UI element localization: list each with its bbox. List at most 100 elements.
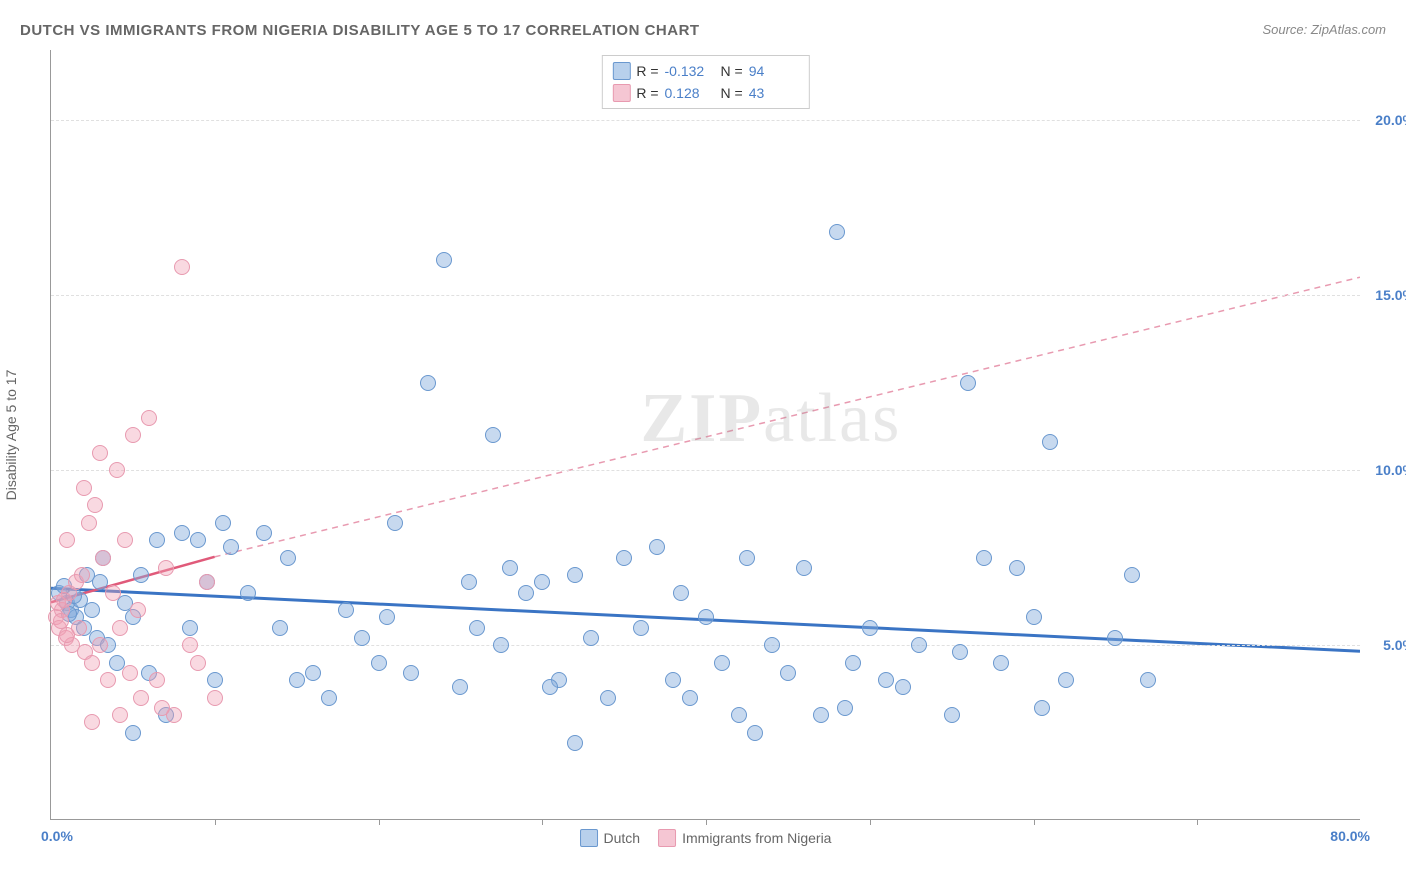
gridline-h — [51, 470, 1360, 471]
scatter-point-dutch — [1140, 672, 1156, 688]
scatter-point-dutch — [223, 539, 239, 555]
scatter-point-nigeria — [59, 532, 75, 548]
scatter-point-nigeria — [182, 637, 198, 653]
scatter-point-dutch — [338, 602, 354, 618]
scatter-point-dutch — [379, 609, 395, 625]
scatter-point-dutch — [1124, 567, 1140, 583]
scatter-point-nigeria — [207, 690, 223, 706]
scatter-point-nigeria — [199, 574, 215, 590]
scatter-point-nigeria — [95, 550, 111, 566]
scatter-point-dutch — [420, 375, 436, 391]
y-axis-label: Disability Age 5 to 17 — [3, 369, 19, 500]
trend-lines — [51, 50, 1360, 819]
scatter-point-dutch — [952, 644, 968, 660]
x-tick — [379, 819, 380, 825]
scatter-point-dutch — [1058, 672, 1074, 688]
scatter-point-nigeria — [174, 259, 190, 275]
scatter-point-nigeria — [112, 707, 128, 723]
scatter-point-dutch — [190, 532, 206, 548]
scatter-point-dutch — [256, 525, 272, 541]
scatter-point-dutch — [976, 550, 992, 566]
scatter-point-dutch — [461, 574, 477, 590]
scatter-point-dutch — [1042, 434, 1058, 450]
scatter-point-dutch — [403, 665, 419, 681]
scatter-point-dutch — [837, 700, 853, 716]
scatter-point-nigeria — [130, 602, 146, 618]
legend-item-nigeria: Immigrants from Nigeria — [658, 829, 831, 847]
scatter-point-dutch — [813, 707, 829, 723]
scatter-point-dutch — [174, 525, 190, 541]
gridline-h — [51, 120, 1360, 121]
x-axis-end-label: 80.0% — [1330, 828, 1370, 844]
scatter-point-dutch — [289, 672, 305, 688]
scatter-point-nigeria — [105, 585, 121, 601]
scatter-point-nigeria — [76, 480, 92, 496]
x-axis-start-label: 0.0% — [41, 828, 73, 844]
scatter-point-dutch — [862, 620, 878, 636]
scatter-point-dutch — [739, 550, 755, 566]
scatter-point-nigeria — [112, 620, 128, 636]
scatter-point-dutch — [911, 637, 927, 653]
scatter-point-dutch — [633, 620, 649, 636]
scatter-point-dutch — [518, 585, 534, 601]
scatter-point-dutch — [485, 427, 501, 443]
scatter-point-nigeria — [158, 560, 174, 576]
stats-row-nigeria: R = 0.128 N = 43 — [612, 82, 798, 104]
y-tick-label: 5.0% — [1365, 637, 1406, 653]
scatter-point-nigeria — [92, 637, 108, 653]
scatter-point-dutch — [542, 679, 558, 695]
x-tick — [706, 819, 707, 825]
scatter-point-dutch — [387, 515, 403, 531]
scatter-point-dutch — [272, 620, 288, 636]
scatter-point-dutch — [567, 735, 583, 751]
scatter-point-dutch — [84, 602, 100, 618]
scatter-point-dutch — [321, 690, 337, 706]
scatter-point-dutch — [371, 655, 387, 671]
legend-swatch-icon — [612, 62, 630, 80]
scatter-point-dutch — [182, 620, 198, 636]
scatter-point-nigeria — [100, 672, 116, 688]
scatter-point-nigeria — [84, 655, 100, 671]
gridline-h — [51, 295, 1360, 296]
scatter-point-nigeria — [190, 655, 206, 671]
stats-row-dutch: R = -0.132 N = 94 — [612, 60, 798, 82]
scatter-point-dutch — [747, 725, 763, 741]
legend-swatch-icon — [658, 829, 676, 847]
scatter-point-dutch — [493, 637, 509, 653]
scatter-point-dutch — [993, 655, 1009, 671]
scatter-point-dutch — [1034, 700, 1050, 716]
scatter-point-nigeria — [117, 532, 133, 548]
scatter-point-dutch — [829, 224, 845, 240]
scatter-point-dutch — [673, 585, 689, 601]
scatter-point-dutch — [133, 567, 149, 583]
scatter-point-dutch — [895, 679, 911, 695]
scatter-point-nigeria — [109, 462, 125, 478]
scatter-point-dutch — [796, 560, 812, 576]
x-tick — [870, 819, 871, 825]
scatter-point-dutch — [149, 532, 165, 548]
chart-title: DUTCH VS IMMIGRANTS FROM NIGERIA DISABIL… — [20, 22, 700, 39]
legend-swatch-icon — [580, 829, 598, 847]
scatter-point-dutch — [1107, 630, 1123, 646]
scatter-point-dutch — [534, 574, 550, 590]
scatter-point-dutch — [960, 375, 976, 391]
source-attribution: Source: ZipAtlas.com — [1262, 22, 1386, 37]
scatter-point-nigeria — [84, 714, 100, 730]
scatter-point-dutch — [714, 655, 730, 671]
scatter-point-nigeria — [74, 567, 90, 583]
watermark: ZIPatlas — [640, 379, 901, 459]
scatter-point-dutch — [600, 690, 616, 706]
scatter-point-nigeria — [56, 592, 72, 608]
scatter-point-dutch — [780, 665, 796, 681]
scatter-point-dutch — [1026, 609, 1042, 625]
scatter-point-dutch — [125, 725, 141, 741]
x-tick — [1197, 819, 1198, 825]
gridline-h — [51, 645, 1360, 646]
scatter-point-nigeria — [133, 690, 149, 706]
scatter-point-nigeria — [81, 515, 97, 531]
scatter-point-dutch — [1009, 560, 1025, 576]
x-tick — [542, 819, 543, 825]
scatter-point-dutch — [764, 637, 780, 653]
scatter-point-nigeria — [87, 497, 103, 513]
scatter-point-dutch — [280, 550, 296, 566]
